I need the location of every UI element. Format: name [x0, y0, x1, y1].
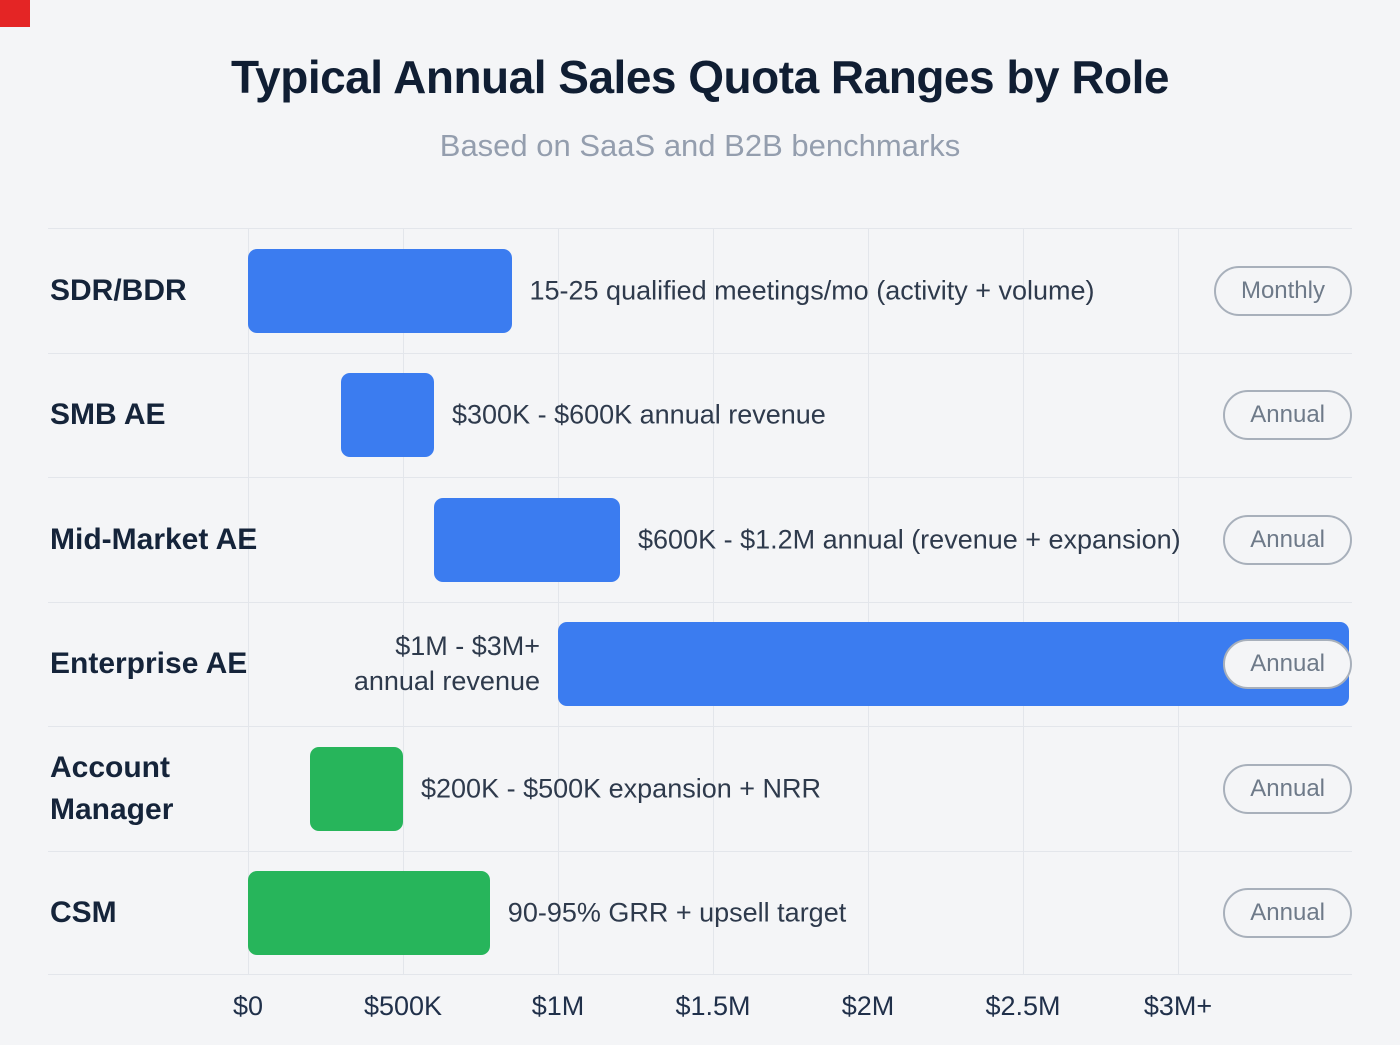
period-badge: Annual [1223, 763, 1352, 814]
x-tick-label: $3M+ [1143, 991, 1213, 1021]
period-badge: Annual [1223, 639, 1352, 690]
quota-annotation: 90-95% GRR + upsell target [507, 897, 847, 928]
period-badge: Annual [1223, 390, 1352, 441]
page-title: Typical Annual Sales Quota Ranges by Rol… [230, 51, 1170, 103]
page-subtitle: Based on SaaS and B2B benchmarks [439, 128, 961, 163]
quota-annotation: 15-25 qualified meetings/mo (activity + … [529, 275, 1095, 306]
chart-row: SDR/BDR 15-25 qualified meetings/mo (act… [48, 228, 1352, 353]
role-label: CSM [50, 895, 117, 929]
chart-row: Enterprise AE $1M - $3M+ annual revenue … [48, 601, 1352, 727]
period-badge: Annual [1223, 887, 1352, 938]
x-axis: $0 $500K $1M $1.5M $2M $2.5M $3M+ [0, 975, 1400, 1045]
quota-bar [248, 248, 512, 333]
x-tick-label: $2M [841, 991, 895, 1021]
x-tick-label: $1.5M [675, 991, 751, 1021]
x-tick-label: $0 [232, 991, 264, 1021]
role-label: SMB AE [50, 398, 166, 432]
role-label: Mid-Market AE [50, 522, 258, 556]
role-label: Enterprise AE [50, 647, 248, 681]
quota-annotation: $600K - $1.2M annual (revenue + expansio… [638, 524, 1181, 555]
quota-bar [558, 622, 1349, 707]
quota-annotation: $300K - $600K annual revenue [452, 399, 826, 430]
chart-row: Mid-Market AE $600K - $1.2M annual (reve… [48, 477, 1352, 602]
quota-bar [248, 870, 490, 955]
quota-bar [341, 373, 434, 458]
chart-row: SMB AE $300K - $600K annual revenue Annu… [48, 352, 1352, 478]
x-tick-label: $2.5M [985, 991, 1061, 1021]
quota-annotation: $200K - $500K expansion + NRR [421, 773, 822, 804]
period-badge: Annual [1223, 514, 1352, 565]
red-corner-mark [0, 0, 30, 27]
role-label: SDR/BDR [50, 273, 187, 307]
role-label: Account Manager [50, 750, 174, 826]
quota-bar [310, 746, 403, 831]
chart-row: Account Manager $200K - $500K expansion … [48, 726, 1352, 851]
chart-row: CSM 90-95% GRR + upsell target Annual [48, 850, 1352, 975]
quota-annotation: $1M - $3M+ annual revenue [353, 631, 540, 697]
x-tick-label: $1M [531, 991, 585, 1021]
x-tick-label: $500K [363, 991, 443, 1021]
chart-rows: SDR/BDR 15-25 qualified meetings/mo (act… [48, 228, 1352, 975]
period-badge: Monthly [1213, 265, 1352, 316]
quota-bar [434, 497, 620, 582]
